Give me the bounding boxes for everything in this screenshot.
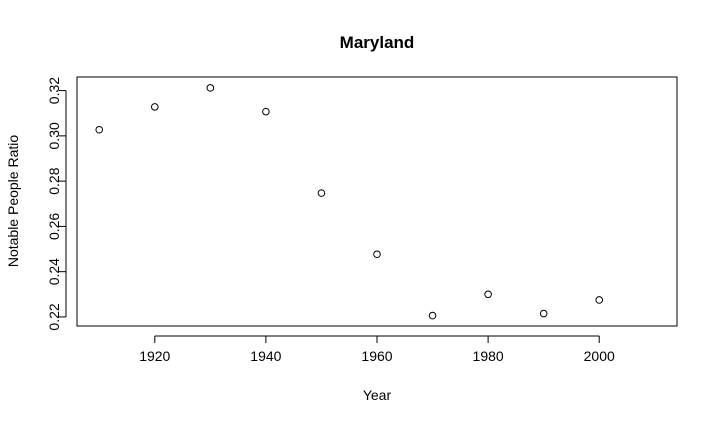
y-tick-label: 0.30 — [46, 122, 62, 149]
y-tick-label: 0.22 — [46, 303, 62, 330]
data-point — [262, 107, 270, 116]
x-tick-label: 1940 — [250, 348, 281, 364]
plot-area — [76, 76, 678, 327]
data-points — [95, 84, 604, 320]
chart-title: Maryland — [340, 33, 415, 52]
data-point — [317, 189, 326, 197]
data-point — [150, 103, 159, 111]
data-point — [95, 125, 104, 134]
x-axis: 1920 1940 1960 1980 2000 — [139, 335, 615, 364]
data-point — [206, 84, 215, 92]
x-axis-label: Year — [363, 387, 392, 403]
y-tick-label: 0.24 — [46, 258, 62, 285]
x-tick-label: 1920 — [139, 348, 170, 364]
y-axis: 0.22 0.24 0.26 0.28 0.30 0.32 — [46, 77, 67, 331]
data-point — [595, 296, 604, 304]
x-tick-label: 1980 — [473, 348, 504, 364]
data-point — [539, 309, 548, 318]
y-tick-label: 0.28 — [46, 167, 62, 194]
data-point — [373, 250, 381, 259]
y-tick-label: 0.26 — [46, 213, 62, 240]
data-point — [484, 290, 492, 299]
data-point — [428, 311, 437, 320]
y-axis-label: Notable People Ratio — [5, 135, 21, 268]
y-tick-label: 0.32 — [46, 77, 62, 104]
x-tick-label: 1960 — [361, 348, 392, 364]
x-tick-label: 2000 — [584, 348, 615, 364]
